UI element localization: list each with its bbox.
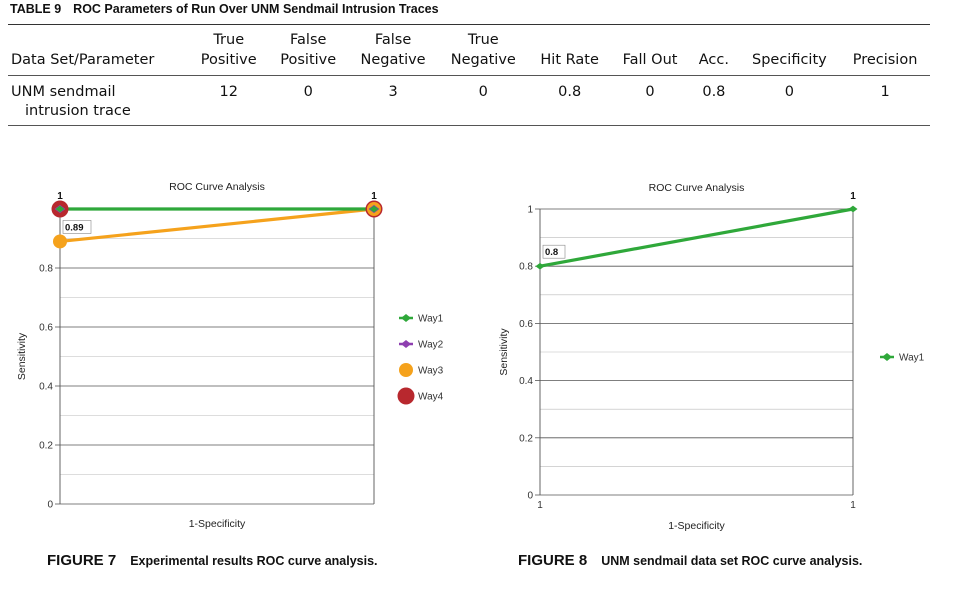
legend-label: Way1 (418, 314, 444, 325)
cell-true-positive: 12 (189, 75, 269, 126)
x-axis-label: 1-Specificity (668, 520, 725, 532)
marker-way1 (369, 205, 379, 213)
legend-label: Way4 (418, 392, 444, 403)
y-tick-label: 0.8 (39, 264, 53, 275)
header-true-positive: True Positive (189, 24, 269, 76)
legend-swatch-way1 (882, 353, 892, 361)
legend-label: Way3 (418, 366, 444, 377)
marker-way1 (848, 205, 858, 213)
roc-parameters-table: Data Set/Parameter True Positive False Pos… (8, 24, 930, 126)
header-false-positive: False Positive (268, 24, 348, 76)
x-axis-label: 1-Specificity (189, 518, 246, 530)
y-tick-label: 0.6 (39, 323, 53, 334)
cell-false-negative: 3 (347, 75, 439, 126)
data-label: 1 (371, 191, 377, 202)
x-tick-label: 1 (850, 500, 856, 511)
row-name: UNM sendmail intrusion trace (8, 75, 189, 126)
table-row: UNM sendmail intrusion trace 12 0 3 0 0.8… (8, 75, 930, 126)
legend-label: Way1 (899, 353, 925, 364)
marker-way3 (53, 234, 67, 249)
y-tick-label: 0.2 (39, 441, 53, 452)
series-line-way3 (59, 207, 375, 244)
figure7-caption-text: Experimental results ROC curve analysis. (130, 554, 378, 568)
legend-swatch-way2 (401, 340, 411, 348)
series-line-way1 (539, 207, 854, 268)
table-header-row: Data Set/Parameter True Positive False Pos… (8, 24, 930, 76)
y-tick-label: 0.8 (519, 262, 533, 273)
data-label-box (542, 244, 566, 259)
cell-specificity: 0 (738, 75, 841, 126)
cell-hit-rate: 0.8 (528, 75, 611, 126)
y-tick-label: 0.6 (519, 319, 533, 330)
y-tick-label: 0 (47, 500, 53, 511)
table-label: TABLE 9 (10, 2, 62, 16)
legend-swatch-way1 (401, 314, 411, 322)
data-label-box (62, 220, 92, 234)
header-fall-out: Fall Out (610, 24, 690, 76)
cell-precision: 1 (840, 75, 930, 126)
header-hit-rate: Hit Rate (528, 24, 611, 76)
header-false-negative: False Negative (347, 24, 439, 76)
header-true-negative: True Negative (438, 24, 529, 76)
data-label: 1 (850, 191, 856, 202)
y-axis-label: Sensitivity (498, 328, 510, 376)
figure8-caption-text: UNM sendmail data set ROC curve analysis… (601, 554, 863, 568)
header-data-set: Data Set/Parameter (8, 24, 189, 76)
cell-true-negative: 0 (438, 75, 529, 126)
header-accuracy: Acc. (689, 24, 739, 76)
chart-title: ROC Curve Analysis (169, 181, 265, 193)
legend-label: Way2 (418, 340, 444, 351)
data-label: 0.89 (65, 222, 84, 233)
marker-way1 (55, 205, 65, 213)
y-tick-label: 1 (527, 205, 533, 216)
x-tick-label: 1 (537, 500, 543, 511)
y-tick-label: 0.2 (519, 433, 533, 444)
cell-accuracy: 0.8 (689, 75, 739, 126)
y-axis-label: Sensitivity (16, 332, 28, 380)
table-title: ROC Parameters of Run Over UNM Sendmail … (73, 2, 439, 16)
marker-way1 (535, 262, 545, 270)
data-label: 1 (57, 191, 63, 202)
data-label: 0.8 (545, 247, 558, 258)
y-tick-label: 0.4 (39, 382, 53, 393)
cell-false-positive: 0 (268, 75, 348, 126)
header-specificity: Specificity (738, 24, 841, 76)
legend-swatch-way3 (399, 363, 413, 377)
table-caption: TABLE 9 ROC Parameters of Run Over UNM Se… (10, 2, 439, 16)
figure8-label: FIGURE 8 (518, 552, 588, 569)
y-tick-label: 0 (527, 491, 533, 502)
figure7-label: FIGURE 7 (47, 552, 117, 569)
figure8-roc-chart: ROC Curve Analysis 0 0.2 0.4 0.6 0.8 1 1 1 1-Spec… (498, 182, 925, 532)
chart-title: ROC Curve Analysis (649, 182, 745, 194)
cell-fall-out: 0 (610, 75, 690, 126)
figure7-roc-chart: ROC Curve Analysis 0 0.2 0.4 0.6 0.8 1-Specifi… (16, 181, 444, 530)
y-tick-label: 0.4 (519, 376, 533, 387)
figure7-caption: FIGURE 7 Experimental results ROC curve a… (47, 552, 378, 569)
header-precision: Precision (840, 24, 930, 76)
figure8-caption: FIGURE 8 UNM sendmail data set ROC curve … (518, 552, 862, 569)
legend-swatch-way4 (397, 387, 415, 405)
